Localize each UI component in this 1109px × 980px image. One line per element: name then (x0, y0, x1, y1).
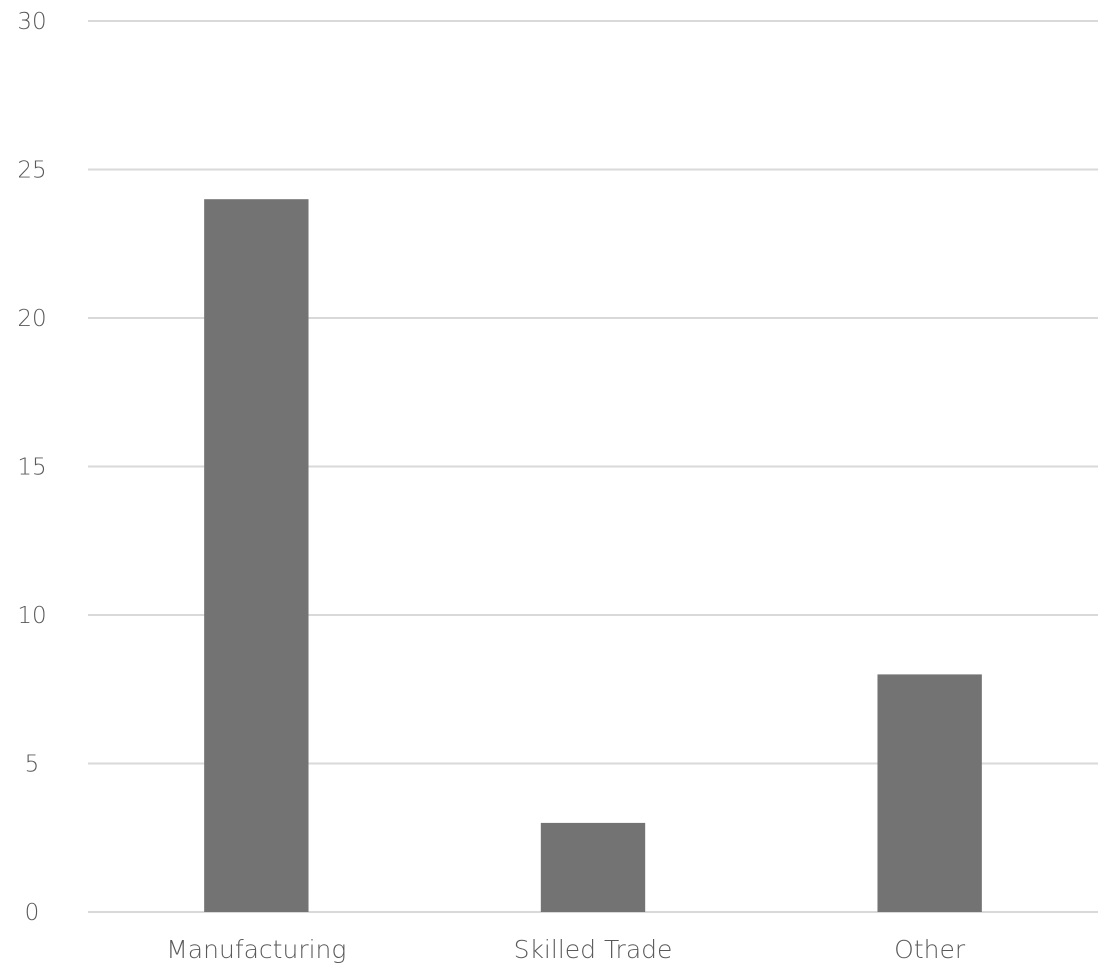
x-category-label: Other (894, 935, 966, 964)
bars (204, 199, 982, 912)
y-tick-label: 15 (17, 455, 46, 481)
bar-manufacturing (204, 199, 309, 912)
bar-other (877, 674, 982, 912)
y-tick-label: 20 (17, 306, 46, 332)
y-tick-label: 10 (17, 603, 46, 629)
x-category-label: Skilled Trade (514, 935, 673, 964)
bar-skilled-trade (540, 822, 646, 912)
y-tick-label: 0 (25, 900, 40, 926)
x-axis-categories: Manufacturing Skilled Trade Other (166, 935, 966, 964)
y-tick-label: 30 (17, 9, 46, 35)
x-category-label: Manufacturing (166, 935, 346, 964)
y-tick-label: 5 (25, 752, 40, 778)
y-axis-ticks: 0 5 10 15 20 25 30 (17, 9, 46, 926)
y-tick-label: 25 (17, 158, 46, 184)
